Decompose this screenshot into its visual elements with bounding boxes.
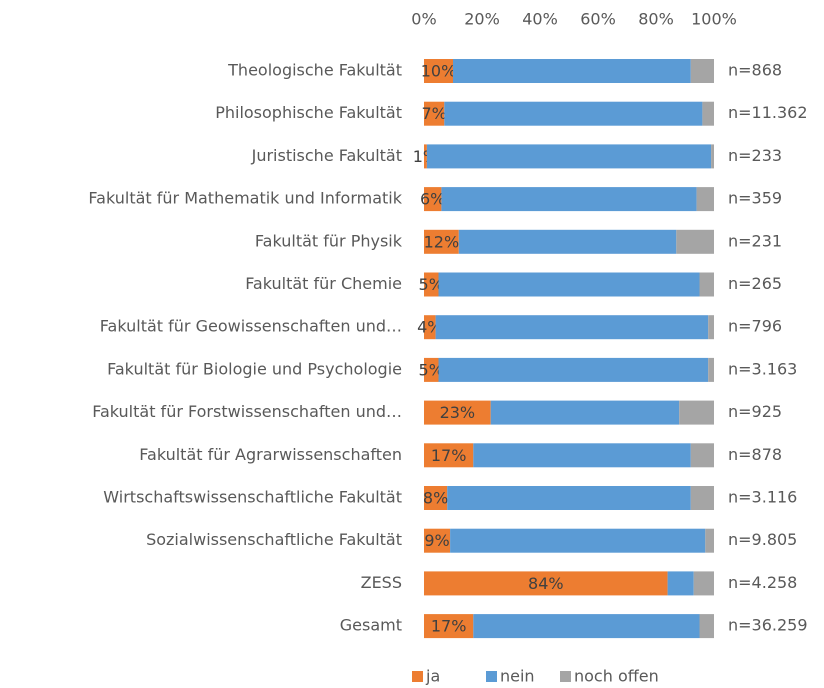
n-label: n=3.116 bbox=[728, 488, 797, 507]
data-label: 8% bbox=[423, 489, 448, 508]
category-label: Gesamt bbox=[340, 616, 402, 635]
bar-segment bbox=[490, 400, 680, 425]
category-label: Fakultät für Mathematik und Informatik bbox=[88, 189, 402, 208]
bar-segment bbox=[424, 400, 491, 425]
data-label: 5% bbox=[419, 275, 444, 294]
data-label: 6% bbox=[420, 190, 445, 209]
bar-segment bbox=[424, 571, 668, 596]
category-label: Philosophische Fakultät bbox=[215, 103, 402, 122]
data-label: 17% bbox=[431, 617, 467, 636]
bar-segment bbox=[426, 144, 712, 169]
x-tick-label: 20% bbox=[464, 10, 500, 29]
bar-segment bbox=[708, 315, 714, 340]
bar-segment bbox=[693, 571, 714, 596]
bar-segment bbox=[711, 144, 714, 169]
data-label: 9% bbox=[424, 531, 449, 550]
bar-segment bbox=[690, 59, 714, 83]
bar-segment bbox=[473, 614, 700, 639]
bar-segment bbox=[708, 357, 714, 382]
n-label: n=9.805 bbox=[728, 530, 797, 549]
category-label: Wirtschaftswissenschaftliche Fakultät bbox=[103, 488, 402, 507]
n-label: n=868 bbox=[728, 61, 782, 80]
bar-segment bbox=[424, 59, 453, 83]
bar-segment bbox=[705, 528, 714, 553]
x-tick-label: 100% bbox=[691, 10, 737, 29]
category-label: ZESS bbox=[361, 573, 402, 592]
category-label: Fakultät für Chemie bbox=[245, 274, 402, 293]
bar-segment bbox=[699, 272, 714, 297]
bar-segment bbox=[696, 187, 714, 212]
data-label: 10% bbox=[421, 62, 457, 81]
data-label: 5% bbox=[419, 360, 444, 379]
n-label: n=4.258 bbox=[728, 573, 797, 592]
legend-label: noch offen bbox=[574, 667, 659, 686]
bar-segment bbox=[424, 144, 427, 169]
category-label: Theologische Fakultät bbox=[227, 61, 402, 80]
legend-swatch bbox=[412, 671, 423, 682]
bar-segment bbox=[435, 315, 709, 340]
n-label: n=359 bbox=[728, 189, 782, 208]
category-label: Juristische Fakultät bbox=[251, 146, 402, 165]
category-label: Sozialwissenschaftliche Fakultät bbox=[146, 530, 402, 549]
data-label: 84% bbox=[528, 574, 564, 593]
x-tick-label: 0% bbox=[411, 10, 436, 29]
bar-segment bbox=[424, 315, 436, 340]
bar-segment bbox=[424, 443, 474, 468]
data-label: 23% bbox=[440, 403, 476, 422]
bar-segment bbox=[690, 486, 714, 510]
bar-segment bbox=[458, 229, 677, 254]
bar-segment bbox=[424, 187, 442, 212]
x-tick-label: 80% bbox=[638, 10, 674, 29]
x-tick-label: 60% bbox=[580, 10, 616, 29]
category-label: Fakultät für Geowissenschaften und… bbox=[100, 317, 402, 336]
category-label: Fakultät für Agrarwissenschaften bbox=[139, 445, 402, 464]
bar-segment bbox=[473, 443, 691, 468]
bar-segment bbox=[424, 528, 451, 553]
bar-segment bbox=[679, 400, 714, 425]
n-label: n=233 bbox=[728, 146, 782, 165]
n-label: n=231 bbox=[728, 231, 782, 250]
n-label: n=36.259 bbox=[728, 616, 808, 635]
bar-segment bbox=[450, 528, 706, 553]
bar-segment bbox=[699, 614, 714, 639]
n-label: n=925 bbox=[728, 402, 782, 421]
legend-label: ja bbox=[425, 667, 440, 686]
data-label: 7% bbox=[421, 104, 446, 123]
bar-segment bbox=[447, 486, 691, 510]
category-label: Fakultät für Biologie und Psychologie bbox=[107, 359, 402, 378]
bar-segment bbox=[676, 229, 714, 254]
data-label: 17% bbox=[431, 446, 467, 465]
n-label: n=878 bbox=[728, 445, 782, 464]
legend-swatch bbox=[560, 671, 571, 682]
legend-swatch bbox=[486, 671, 497, 682]
bar-segment bbox=[441, 187, 697, 212]
bar-segment bbox=[424, 614, 474, 639]
bar-segment bbox=[444, 101, 703, 126]
n-label: n=3.163 bbox=[728, 359, 797, 378]
category-label: Fakultät für Physik bbox=[255, 231, 403, 250]
legend-label: nein bbox=[500, 667, 535, 686]
bar-segment bbox=[424, 486, 448, 510]
bar-segment bbox=[453, 59, 691, 83]
bar-segment bbox=[424, 357, 439, 382]
n-label: n=11.362 bbox=[728, 103, 808, 122]
bar-segment bbox=[438, 357, 709, 382]
bar-segment bbox=[438, 272, 700, 297]
data-label: 12% bbox=[424, 232, 460, 251]
bar-segment bbox=[424, 272, 439, 297]
n-label: n=796 bbox=[728, 317, 782, 336]
bar-segment bbox=[667, 571, 694, 596]
category-label: Fakultät für Forstwissenschaften und… bbox=[92, 402, 402, 421]
bar-segment bbox=[690, 443, 714, 468]
bar-segment bbox=[702, 101, 714, 126]
bar-segment bbox=[424, 229, 459, 254]
n-label: n=265 bbox=[728, 274, 782, 293]
bar-segment bbox=[424, 101, 445, 126]
x-tick-label: 40% bbox=[522, 10, 558, 29]
